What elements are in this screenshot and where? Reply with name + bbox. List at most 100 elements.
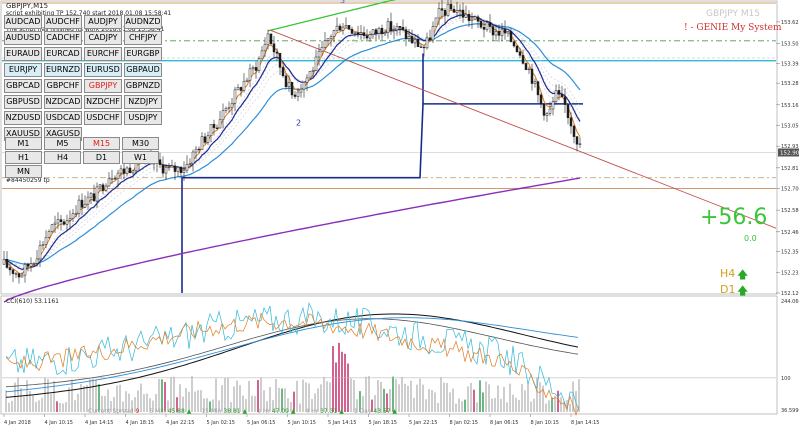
symbol-button-audusd[interactable]: AUDUSD — [4, 31, 42, 45]
symbol-button-audnzd[interactable]: AUDNZD — [124, 15, 162, 29]
timeframe-button-w1[interactable]: W1 — [122, 151, 159, 164]
symbol-button-gbpaud[interactable]: GBPAUD — [124, 63, 162, 77]
candle-body — [401, 27, 405, 30]
status-value: 47.09 — [271, 408, 289, 415]
timeframe-button-m15[interactable]: M15 — [83, 137, 120, 150]
candle-body — [29, 263, 33, 267]
status-item: 5 Min 45.88 ▲ — [149, 408, 191, 415]
symbol-button-gbpjpy[interactable]: GBPJPY — [84, 79, 122, 93]
candle-body — [566, 104, 570, 119]
timeframe-button-h4[interactable]: H4 — [44, 151, 81, 164]
candle-body — [272, 43, 276, 53]
price-tick-label: 152.580 — [781, 208, 799, 214]
wave-label: 2 — [296, 118, 301, 127]
symbol-button-eurjpy[interactable]: EURJPY — [4, 63, 42, 77]
current-price-marker — [778, 148, 799, 157]
candle-body — [74, 213, 78, 215]
symbol-button-nzdjpy[interactable]: NZDJPY — [124, 95, 162, 109]
candle-body — [224, 108, 228, 111]
candle-body — [434, 17, 438, 27]
cci-tick-label: 100 — [781, 376, 791, 382]
symbol-button-eurchf[interactable]: EURCHF — [84, 47, 122, 61]
candle-body — [269, 33, 273, 45]
symbol-button-audchf[interactable]: AUDCHF — [44, 15, 82, 29]
timeframe-button-m5[interactable]: M5 — [44, 137, 81, 150]
candle-body — [14, 273, 18, 275]
candle-body — [188, 163, 192, 165]
candle-body — [206, 135, 210, 143]
symbol-button-audjpy[interactable]: AUDJPY — [84, 15, 122, 29]
candle-body — [497, 31, 501, 36]
symbol-button-usdjpy[interactable]: USDJPY — [124, 111, 162, 125]
price-tick-label: 153.285 — [781, 81, 799, 87]
candle-body — [62, 221, 66, 225]
candle-body — [5, 259, 9, 268]
candle-body — [365, 35, 369, 39]
symbol-button-cadchf[interactable]: CADCHF — [44, 31, 82, 45]
timeframe-button-m1[interactable]: M1 — [5, 137, 42, 150]
candle-body — [38, 245, 42, 260]
cci-tick-label: 244.0600 — [781, 299, 799, 305]
candle-body — [347, 25, 351, 30]
candle-body — [551, 101, 555, 110]
candle-body — [197, 148, 201, 151]
candle-body — [533, 81, 537, 84]
symbol-button-gbpcad[interactable]: GBPCAD — [4, 79, 42, 93]
symbol-button-gbpusd[interactable]: GBPUSD — [4, 95, 42, 109]
symbol-button-eurgbp[interactable]: EURGBP — [124, 47, 162, 61]
symbol-button-gbpnzd[interactable]: GBPNZD — [124, 79, 162, 93]
timeframe-button-d1[interactable]: D1 — [83, 151, 120, 164]
candle-body — [536, 81, 540, 96]
symbol-button-gbpchf[interactable]: GBPCHF — [44, 79, 82, 93]
symbol-button-euraud[interactable]: EURAUD — [4, 47, 42, 61]
candle-body — [524, 63, 528, 70]
trendline-red — [269, 29, 777, 229]
symbol-button-usdcad[interactable]: USDCAD — [44, 111, 82, 125]
candle-body — [575, 136, 579, 145]
candle-body — [170, 165, 174, 168]
symbol-button-nzdusd[interactable]: NZDUSD — [4, 111, 42, 125]
time-tick-label: 4 Jan 22:15 — [166, 420, 194, 426]
candle-body — [251, 67, 255, 70]
candle-body — [266, 33, 270, 45]
candle-body — [110, 178, 114, 180]
timeframe-button-h1[interactable]: H1 — [5, 151, 42, 164]
candle-body — [71, 213, 75, 219]
candle-body — [185, 163, 189, 171]
candle-body — [122, 168, 126, 174]
candle-body — [512, 41, 516, 47]
candle-body — [131, 170, 135, 174]
candle-body — [296, 91, 300, 97]
candle-body — [23, 263, 27, 276]
candle-body — [80, 199, 84, 208]
trend-arrow-up-icon: 🡅 — [737, 284, 749, 297]
candle-body — [521, 55, 525, 64]
symbol-button-audcad[interactable]: AUDCAD — [4, 15, 42, 29]
timeframe-button-mn[interactable]: MN — [5, 165, 42, 178]
time-tick-label: 8 Jan 14:15 — [571, 420, 599, 426]
price-tick-label: 153.165 — [781, 103, 799, 109]
symbol-button-nzdcad[interactable]: NZDCAD — [44, 95, 82, 109]
candle-body — [176, 166, 180, 172]
timeframe-button-m30[interactable]: M30 — [122, 137, 159, 150]
status-label: 1 Hr — [257, 408, 272, 415]
candle-body — [275, 51, 279, 54]
symbol-button-usdchf[interactable]: USDCHF — [84, 111, 122, 125]
symbol-button-chfjpy[interactable]: CHFJPY — [124, 31, 162, 45]
symbol-button-cadjpy[interactable]: CADJPY — [84, 31, 122, 45]
candle-body — [104, 185, 108, 191]
symbol-button-nzdchf[interactable]: NZDCHF — [84, 95, 122, 109]
price-tick-label: 152.350 — [781, 250, 799, 256]
candle-body — [278, 52, 282, 68]
candle-body — [488, 22, 492, 27]
trendline-green — [267, 0, 396, 32]
time-tick-label: 8 Jan 10:15 — [531, 420, 559, 426]
symbol-button-eurcad[interactable]: EURCAD — [44, 47, 82, 61]
price-tick-label: 152.120 — [781, 291, 799, 297]
candle-body — [290, 82, 294, 96]
symbol-button-eurnzd[interactable]: EURNZD — [44, 63, 82, 77]
symbol-button-eurusd[interactable]: EURUSD — [84, 63, 122, 77]
status-item: 4 Hr 37.31 ▲ — [305, 408, 343, 415]
candle-body — [470, 18, 474, 21]
candle-body — [515, 45, 519, 53]
